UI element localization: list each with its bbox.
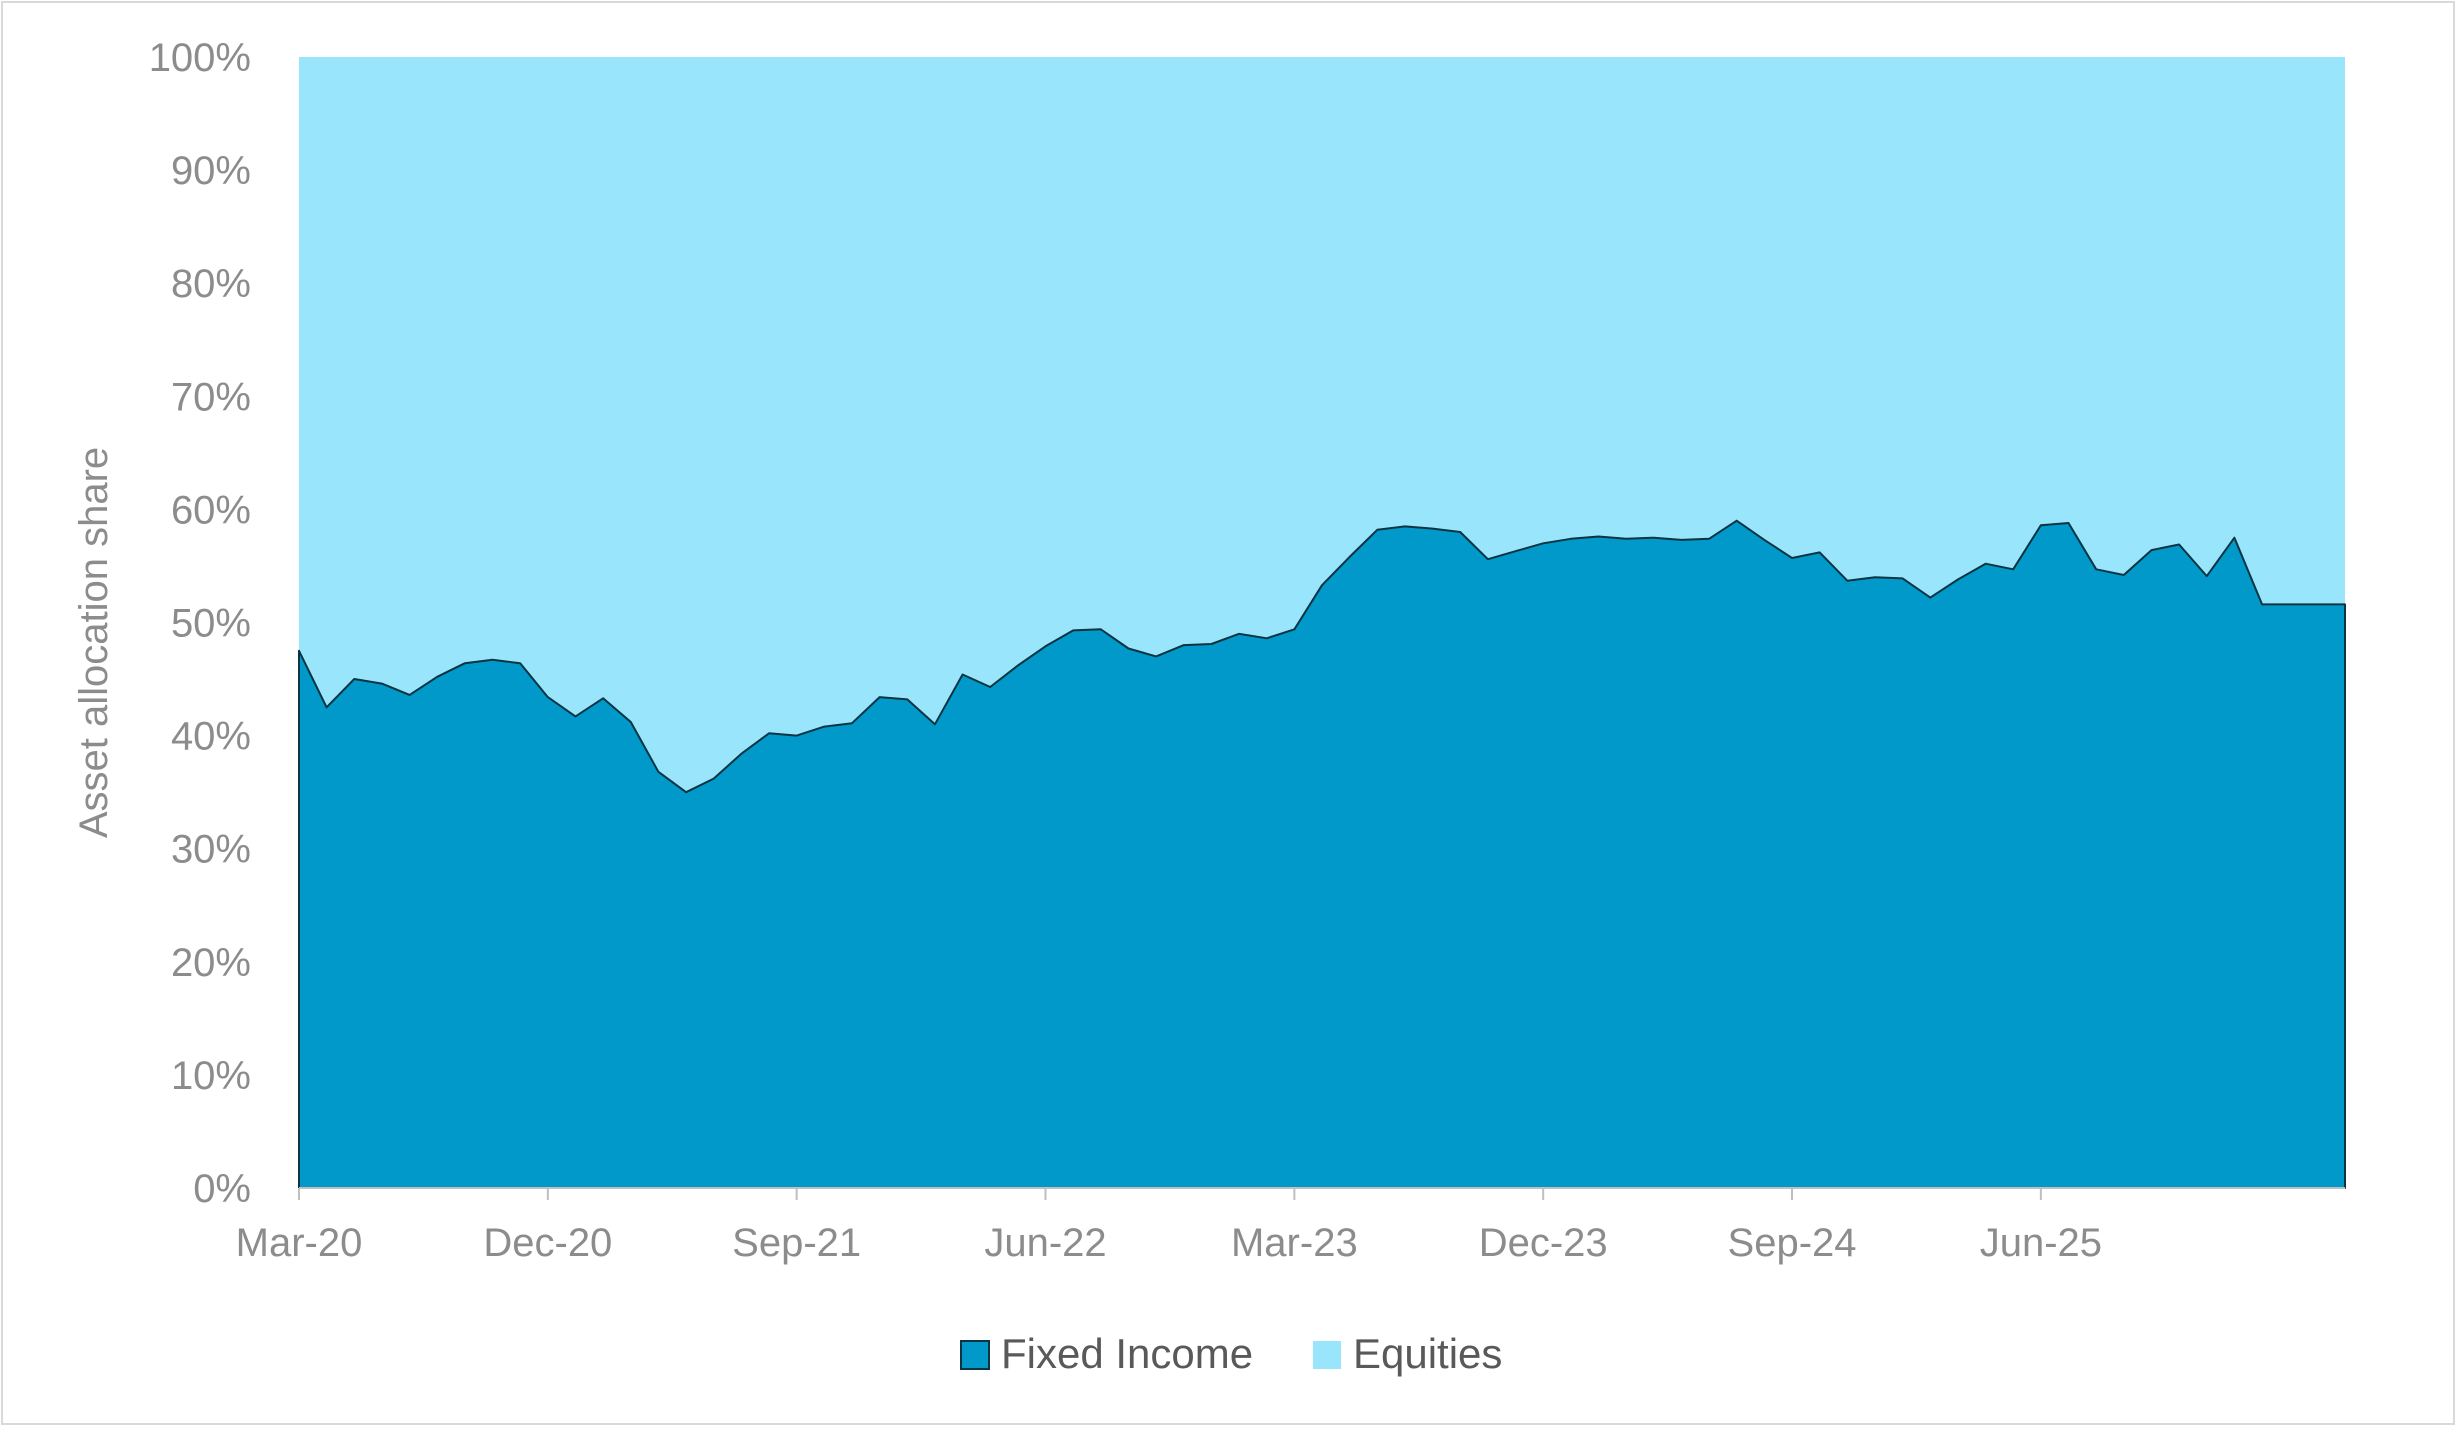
y-tick-label: 50%: [171, 602, 251, 646]
y-tick-label: 60%: [171, 488, 251, 532]
x-tick-label: Sep-21: [732, 1221, 861, 1265]
y-tick-label: 100%: [149, 36, 251, 80]
y-tick-label: 20%: [171, 941, 251, 985]
y-tick-label: 80%: [171, 262, 251, 306]
y-tick-label: 40%: [171, 715, 251, 759]
area-chart: 0% 10% 20% 30% 40% 50% 60% 70% 80% 90% 100% Mar-20…: [72, 36, 2346, 1377]
x-tick-label: Dec-23: [1479, 1221, 1608, 1265]
y-axis: 0% 10% 20% 30% 40% 50% 60% 70% 80% 90% 100%: [149, 36, 251, 1211]
legend: Fixed Income Equities: [960, 1330, 1502, 1377]
y-axis-title: Asset allocation share: [72, 447, 116, 838]
y-tick-label: 70%: [171, 375, 251, 419]
x-axis: Mar-20 Dec-20 Sep-21 Jun-22 Mar-23 Dec-23 Sep-…: [236, 1187, 2345, 1265]
series-fixed-income-area: [298, 519, 2346, 1189]
y-tick-label: 90%: [171, 149, 251, 193]
legend-swatch: [960, 1340, 990, 1370]
legend-swatch: [1313, 1341, 1341, 1369]
y-tick-label: 30%: [171, 828, 251, 872]
x-tick-label: Mar-23: [1231, 1221, 1358, 1265]
plot-area: [298, 57, 2346, 1189]
y-tick-label: 10%: [171, 1054, 251, 1098]
y-tick-label: 0%: [193, 1167, 251, 1211]
legend-label: Equities: [1353, 1330, 1502, 1377]
legend-label: Fixed Income: [1001, 1330, 1253, 1377]
x-tick-label: Sep-24: [1728, 1221, 1857, 1265]
x-tick-label: Mar-20: [236, 1221, 363, 1265]
x-tick-label: Jun-25: [1980, 1221, 2102, 1265]
x-tick-label: Dec-20: [483, 1221, 612, 1265]
x-tick-label: Jun-22: [984, 1221, 1106, 1265]
